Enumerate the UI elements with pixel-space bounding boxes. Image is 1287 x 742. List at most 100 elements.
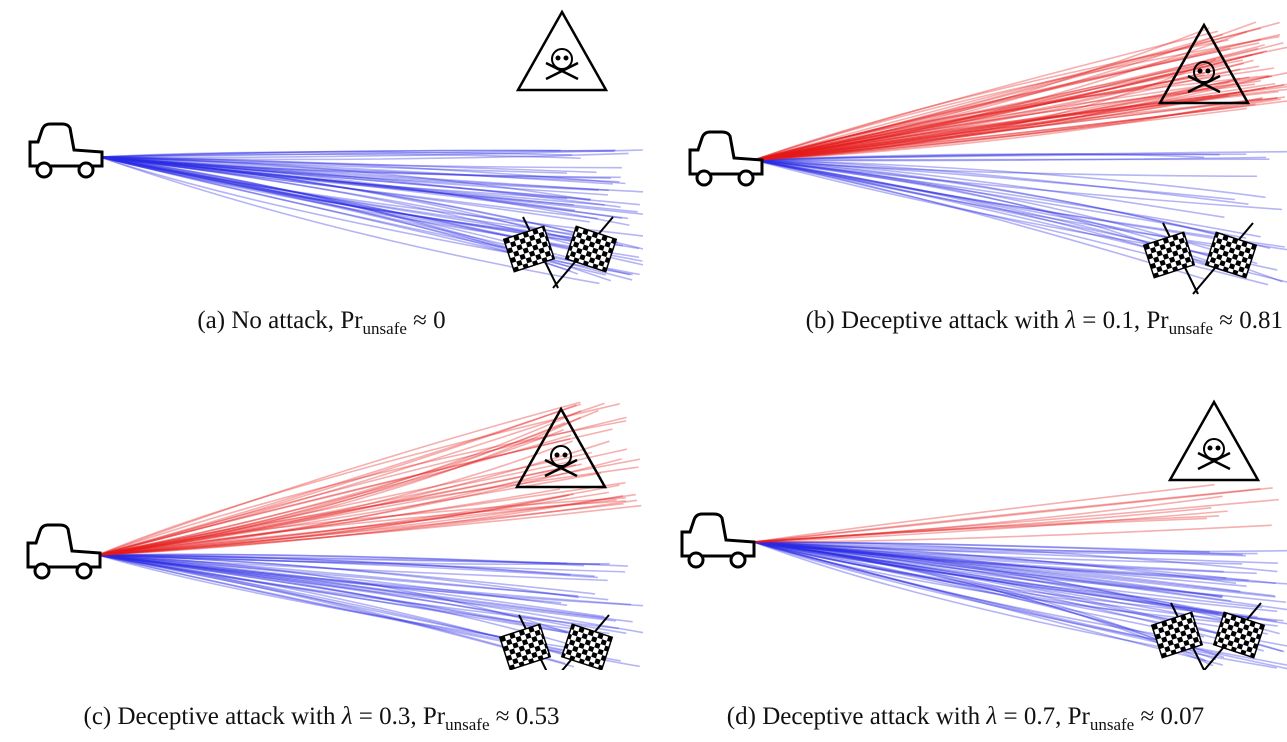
trajectory-line [99, 156, 620, 183]
trajectory-line [753, 541, 1232, 602]
trajectory-line [99, 156, 568, 200]
subfigure-a: (a) No attack, Prunsafe ≈ 0 [0, 0, 643, 370]
trajectory-line [99, 156, 605, 206]
trajectory-line [97, 554, 584, 630]
skull-warning-sign-icon [514, 406, 608, 489]
trajectory-line [753, 86, 1213, 161]
trajectory-line [99, 156, 611, 180]
trajectory-line [753, 159, 1225, 237]
trajectory-line [753, 159, 1220, 249]
trajectory-line [753, 524, 1272, 543]
trajectory-line [753, 59, 1254, 161]
trajectory-line [97, 554, 643, 634]
trajectory-line [753, 74, 1205, 161]
trajectory-line [753, 33, 1224, 161]
trajectory-line [99, 156, 629, 220]
trajectory-line [753, 46, 1287, 161]
trajectory-line [753, 541, 1258, 618]
trajectory-line [753, 153, 1247, 161]
trajectory-line [99, 156, 592, 201]
caption-value: ≈ 0.81 [1213, 307, 1283, 334]
trajectory-line [97, 554, 620, 630]
caption-text: (d) Deceptive attack with [726, 703, 987, 730]
checkered-flags-icon [498, 614, 614, 670]
trajectory-line [753, 541, 1247, 587]
trajectory-line [99, 156, 574, 237]
trajectory-line [753, 541, 1258, 555]
trajectory-line [97, 500, 626, 556]
trajectory-line [753, 59, 1244, 161]
trajectory-line [99, 156, 613, 185]
skull-warning-sign-icon [515, 9, 609, 92]
trajectory-line [753, 541, 1217, 661]
subfigure-d: (d) Deceptive attack with λ = 0.7, Pruns… [644, 370, 1287, 740]
trajectory-line [97, 448, 628, 556]
trajectory-line [753, 81, 1230, 161]
trajectory-line [753, 75, 1271, 161]
trajectory-line [99, 156, 609, 192]
trajectory-line [97, 502, 624, 556]
trajectory-line [753, 86, 1266, 161]
trajectory-plot-d [680, 399, 1287, 670]
trajectory-line [753, 72, 1287, 161]
checkered-flags-icon [502, 216, 618, 289]
trajectory-line [753, 541, 1224, 597]
trajectory-line [753, 159, 1236, 201]
skull-warning-sign-icon [1157, 22, 1251, 105]
caption-value: ≈ 0.07 [1134, 703, 1205, 730]
trajectory-line [97, 554, 568, 607]
trajectory-line [753, 541, 1278, 573]
trajectory-line [99, 156, 618, 241]
trajectory-line [753, 75, 1273, 161]
trajectory-line [753, 541, 1229, 618]
trajectory-plot-c [26, 401, 643, 670]
trajectory-line [97, 451, 592, 556]
trajectory-line [753, 541, 1219, 615]
trajectory-line [97, 481, 626, 556]
trajectory-line [753, 541, 1217, 657]
trajectories-mixed [753, 483, 1287, 670]
trajectory-line [99, 149, 561, 158]
trajectory-line [753, 498, 1279, 543]
trajectory-line [97, 463, 582, 556]
trajectory-line [753, 541, 1278, 564]
trajectory-line [97, 554, 605, 618]
trajectory-line [97, 404, 577, 556]
trajectory-line [97, 554, 596, 595]
trajectory-line [97, 403, 620, 556]
trajectory-line [753, 541, 1224, 573]
trajectory-line [99, 156, 599, 191]
caption-text: (c) Deceptive attack with [83, 703, 342, 730]
trajectory-line [753, 76, 1250, 161]
trajectory-line [753, 53, 1253, 161]
trajectory-line [99, 156, 600, 285]
trajectory-line [97, 554, 565, 652]
trajectory-line [97, 554, 562, 604]
trajectory-line [97, 554, 579, 599]
trajectory-line [753, 92, 1244, 161]
trajectory-line [753, 83, 1287, 161]
trajectory-line [99, 156, 605, 248]
trajectory-line [99, 149, 643, 159]
trajectory-line [753, 541, 1257, 575]
trajectory-line [97, 504, 642, 556]
trajectory-line [97, 416, 627, 556]
trajectory-line [753, 158, 1270, 161]
trajectory-line [99, 149, 615, 158]
car-icon [680, 512, 756, 569]
subfigure-b: (b) Deceptive attack with λ = 0.1, Pruns… [644, 0, 1287, 370]
trajectory-line [753, 541, 1276, 598]
trajectory-line [753, 541, 1287, 670]
trajectory-line [753, 30, 1248, 161]
caption-b: (b) Deceptive attack with λ = 0.1, Pruns… [644, 304, 1287, 346]
trajectory-plot-a [28, 9, 643, 289]
trajectory-line [753, 159, 1258, 178]
car-icon [28, 122, 104, 179]
trajectory-line [753, 88, 1287, 161]
trajectory-line [753, 541, 1278, 627]
trajectory-line [753, 541, 1263, 609]
caption-lambda: λ [986, 703, 998, 730]
trajectory-line [753, 89, 1249, 161]
trajectory-line [97, 554, 609, 601]
trajectory-line [753, 541, 1283, 653]
